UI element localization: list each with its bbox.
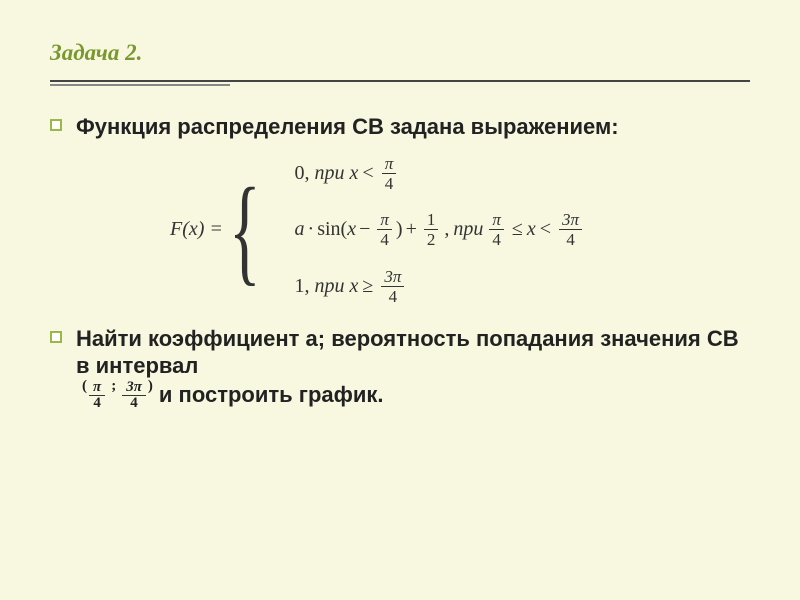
bullet-1-text: Функция распределения СВ задана выражени… (76, 113, 750, 141)
interval-semi: ; (111, 377, 116, 396)
c2-f2-num: 1 (424, 211, 439, 230)
interval-a: π 4 (89, 380, 105, 411)
slide: Задача 2. Функция распределения СВ задан… (0, 0, 800, 600)
title-rule (50, 80, 750, 83)
c1-frac-den: 4 (382, 174, 397, 192)
c3-pri: npu (315, 275, 345, 298)
int-b-num: 3π (122, 380, 146, 395)
c2-lo-den: 4 (489, 230, 504, 248)
interval-rp: ) (148, 377, 153, 396)
c2-close: ) (396, 218, 403, 241)
c3-x: x (350, 275, 359, 298)
formula-lhs: F(x) = (170, 218, 223, 241)
c2-lo: π 4 (489, 211, 504, 248)
c1-lt: < (362, 162, 373, 185)
rule-short (50, 84, 230, 86)
c2-f1-den: 4 (377, 230, 392, 248)
c2-xv: x (527, 218, 536, 241)
c2-f1: π 4 (377, 211, 392, 248)
c2-comma: , (444, 218, 449, 241)
bullet-1: Функция распределения СВ задана выражени… (50, 113, 750, 141)
left-brace-icon: { (229, 170, 261, 290)
c2-lt: < (540, 218, 551, 241)
c1-x: x (350, 162, 359, 185)
interval-lp: ( (82, 377, 87, 396)
c2-x: x (347, 218, 356, 241)
int-a-num: π (89, 380, 105, 395)
c2-le: ≤ (512, 218, 523, 241)
case-2: a · sin( x − π 4 ) + 1 2 , n (295, 211, 587, 248)
int-a-den: 4 (89, 396, 105, 411)
c2-f2: 1 2 (424, 211, 439, 248)
interval-b: 3π 4 (122, 380, 146, 411)
case-3: 1, npu x ≥ 3π 4 (295, 268, 587, 305)
c1-pri: npu (315, 162, 345, 185)
c1-frac: π 4 (382, 155, 397, 192)
case-1: 0, npu x < π 4 (295, 155, 587, 192)
c2-f2-den: 2 (424, 230, 439, 248)
cases: 0, npu x < π 4 a · sin( x − π (295, 155, 587, 305)
c2-f1-num: π (377, 211, 392, 230)
int-b-den: 4 (126, 396, 142, 411)
c2-cdot: · (308, 218, 315, 241)
c2-minus: − (359, 218, 370, 241)
formula-block: F(x) = { 0, npu x < π 4 a · sin( (170, 155, 750, 305)
bullet-2-text: Найти коэффициент а; вероятность попадан… (76, 325, 750, 411)
bullet-marker-icon (50, 331, 62, 343)
c3-frac-num: 3π (381, 268, 404, 287)
interval: ( π 4 ; 3π 4 ) (82, 380, 153, 411)
c1-frac-num: π (382, 155, 397, 174)
c1-zero: 0, (295, 162, 310, 185)
c2-plus: + (406, 218, 417, 241)
c2-a: a (295, 218, 305, 241)
bullet-2: Найти коэффициент а; вероятность попадан… (50, 325, 750, 411)
c3-ge: ≥ (362, 275, 373, 298)
c2-pri: npu (453, 218, 483, 241)
c2-hi-num: 3π (559, 211, 582, 230)
c3-frac-den: 4 (386, 287, 401, 305)
c2-hi: 3π 4 (559, 211, 582, 248)
c2-sin: sin( (317, 218, 347, 241)
c3-frac: 3π 4 (381, 268, 404, 305)
c2-lo-num: π (489, 211, 504, 230)
brace-wrap: { 0, npu x < π 4 a · sin( x (229, 155, 586, 305)
slide-title: Задача 2. (50, 40, 750, 66)
b2-part2: и построить график. (159, 381, 384, 409)
rule-long (50, 80, 750, 82)
c2-hi-den: 4 (563, 230, 578, 248)
bullet-marker-icon (50, 119, 62, 131)
c3-one: 1, (295, 275, 310, 298)
b2-part1: Найти коэффициент а; вероятность попадан… (76, 325, 744, 380)
